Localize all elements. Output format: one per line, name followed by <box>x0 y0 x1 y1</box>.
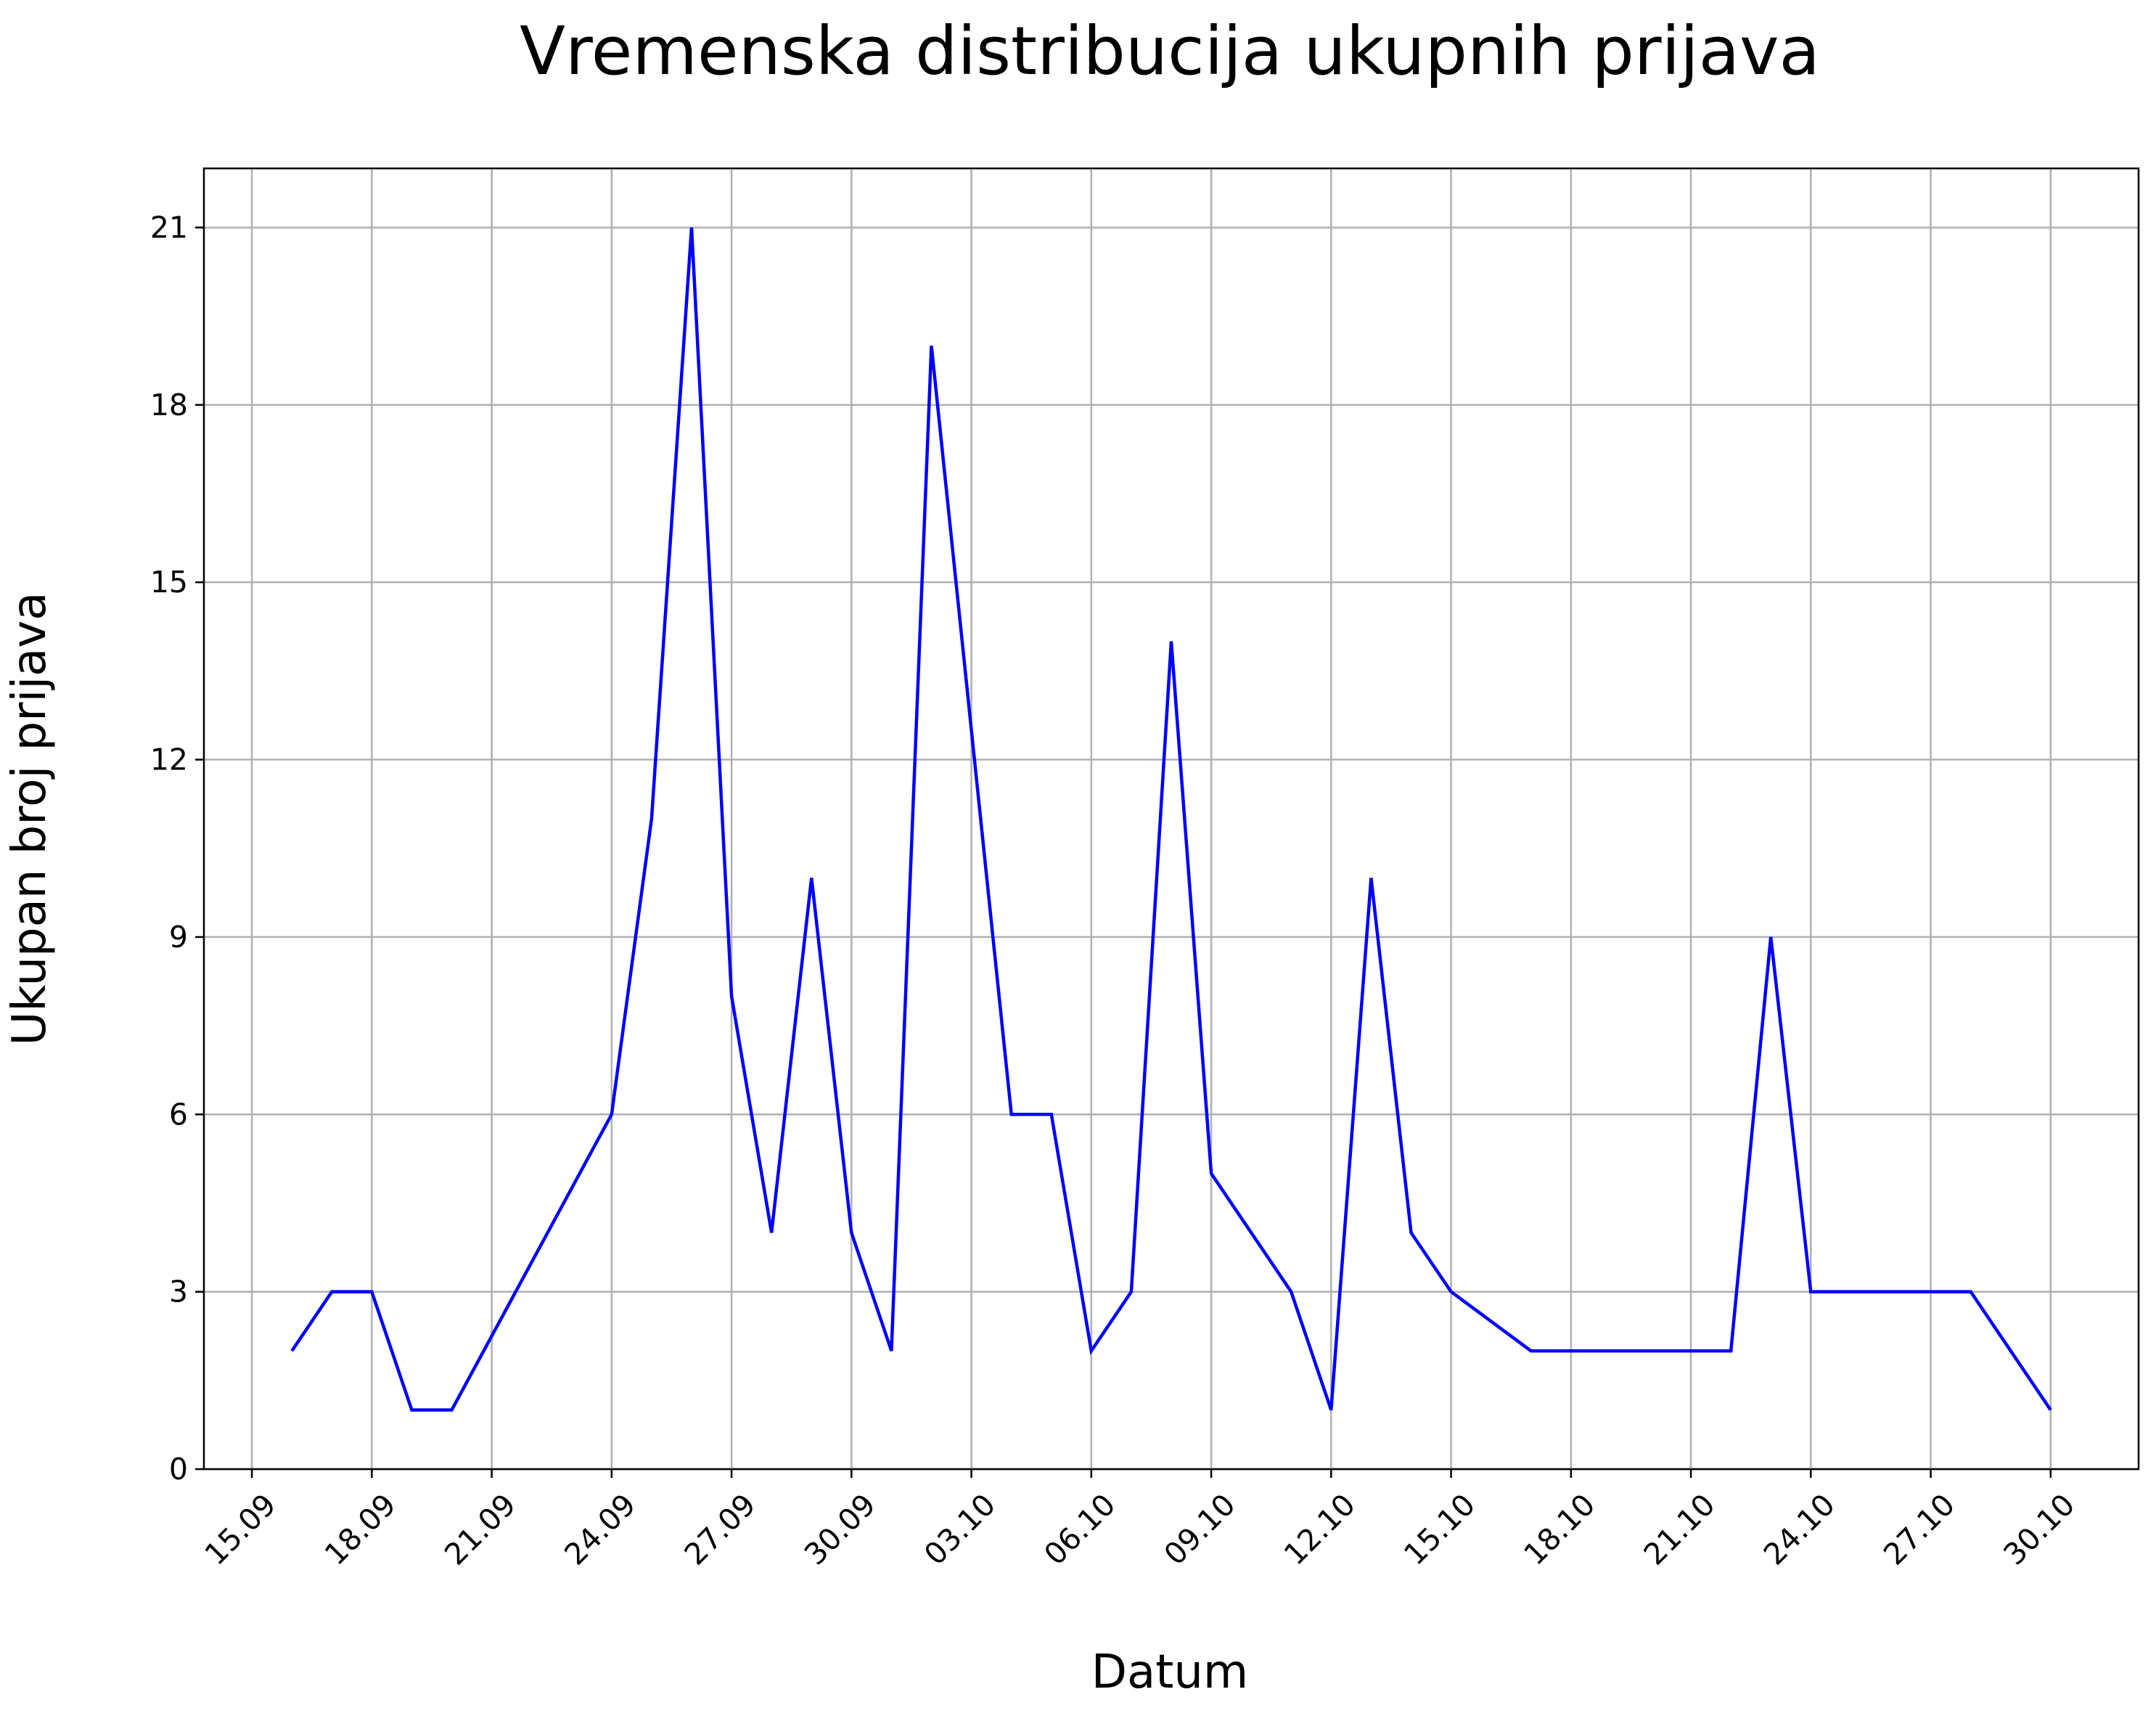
y-tick-label: 15 <box>150 565 188 600</box>
grid-lines <box>204 168 2139 1471</box>
x-tick-label: 27.09 <box>678 1487 763 1572</box>
chart-title: Vremenska distribucija ukupnih prijava <box>520 12 1820 90</box>
x-tick-label: 18.09 <box>318 1487 403 1572</box>
x-tick-label: 15.10 <box>1397 1487 1482 1572</box>
y-tick-label: 21 <box>150 210 188 245</box>
x-tick-label: 12.10 <box>1277 1487 1362 1572</box>
x-tick-label: 18.10 <box>1517 1487 1602 1572</box>
x-tick-label: 24.10 <box>1757 1487 1842 1572</box>
x-tick-label: 15.09 <box>198 1487 283 1572</box>
y-axis-ticks: 0 3 6 9 12 15 18 21 <box>150 210 204 1487</box>
series-layer <box>290 227 2052 1412</box>
x-tick-label: 21.09 <box>438 1487 522 1572</box>
x-tick-label: 30.09 <box>798 1487 882 1572</box>
x-tick-label: 09.10 <box>1157 1487 1242 1572</box>
x-tick-label: 30.10 <box>1996 1487 2081 1572</box>
y-tick-label: 0 <box>169 1452 188 1487</box>
x-axis-label: Datum <box>1091 1646 1249 1699</box>
y-tick-label: 9 <box>169 920 188 954</box>
x-tick-label: 24.09 <box>557 1487 642 1572</box>
plot-frame <box>202 167 2140 1471</box>
y-tick-label: 18 <box>150 388 188 422</box>
y-tick-label: 12 <box>150 743 188 777</box>
x-tick-label: 03.10 <box>917 1487 1002 1572</box>
x-tick-label: 27.10 <box>1877 1487 1962 1572</box>
x-tick-label: 06.10 <box>1037 1487 1122 1572</box>
x-tick-label: 21.10 <box>1637 1487 1722 1572</box>
y-tick-label: 3 <box>169 1275 188 1309</box>
x-axis-ticks: 15.09 18.09 21.09 24.09 27.09 30.09 03.10 06.10… <box>198 1469 2081 1572</box>
series-line <box>290 227 2052 1412</box>
y-axis-label: Ukupan broj prijava <box>3 592 57 1046</box>
y-tick-label: 6 <box>169 1097 188 1132</box>
